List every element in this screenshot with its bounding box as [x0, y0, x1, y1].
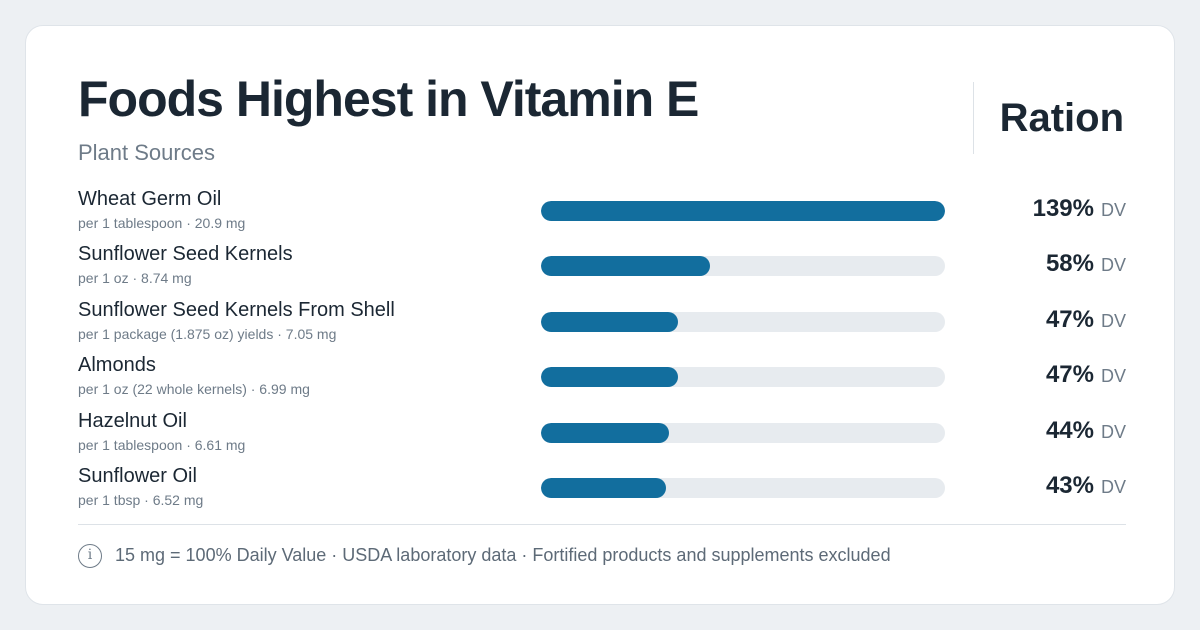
value-label: 44% DV: [1046, 417, 1126, 445]
brand-logo: Ration: [999, 96, 1124, 140]
brand-divider: [973, 82, 974, 154]
bar-row: Sunflower Seed Kernels From Shell per 1 p…: [78, 296, 1126, 351]
serving-label: per 1 tablespoon · 20.9 mg: [78, 215, 246, 231]
serving-label: per 1 oz · 8.74 mg: [78, 270, 192, 287]
food-name-label: Sunflower Seed Kernels: [78, 243, 293, 266]
bar: [541, 367, 678, 388]
bar-track: [541, 367, 945, 388]
chart-title: Foods Highest in Vitamin E: [78, 71, 699, 127]
value-unit: DV: [1100, 421, 1126, 442]
bar-row: Hazelnut Oil per 1 tablespoon · 6.61 mg 44…: [78, 407, 1126, 462]
food-name-label: Almonds: [78, 354, 156, 377]
value-label: 43% DV: [1046, 472, 1126, 500]
serving-label: per 1 tablespoon · 6.61 mg: [78, 436, 246, 453]
food-name-label: Sunflower Oil: [78, 464, 197, 487]
bar-row: Wheat Germ Oil per 1 tablespoon · 20.9 mg…: [78, 185, 1126, 240]
bar-row: Sunflower Oil per 1 tbsp · 6.52 mg 43% DV: [78, 462, 1126, 517]
chart-card: Foods Highest in Vitamin E Plant Sources…: [25, 25, 1175, 605]
bar-row: Almonds per 1 oz (22 whole kernels) · 6.9…: [78, 351, 1126, 406]
bar: [541, 422, 669, 443]
bar-track: [541, 256, 945, 277]
value-unit: DV: [1100, 310, 1126, 331]
value-label: 47% DV: [1046, 306, 1126, 334]
bar: [541, 256, 710, 277]
bar-rows: Wheat Germ Oil per 1 tablespoon · 20.9 mg…: [78, 185, 1126, 517]
bar-track: [541, 477, 945, 498]
value-percent: 47%: [1045, 361, 1094, 389]
food-name-label: Wheat Germ Oil: [78, 188, 222, 210]
value-unit: DV: [1100, 366, 1126, 387]
value-percent: 139%: [1032, 195, 1094, 222]
serving-label: per 1 package (1.875 oz) yields · 7.05 m…: [78, 325, 337, 342]
value-percent: 44%: [1045, 416, 1094, 444]
serving-label: per 1 oz (22 whole kernels) · 6.99 mg: [78, 381, 310, 398]
bar-track: [541, 311, 945, 332]
food-name-label: Hazelnut Oil: [78, 409, 187, 432]
footer-divider: [78, 524, 1126, 525]
bar: [541, 477, 666, 498]
value-label: 47% DV: [1046, 361, 1126, 389]
bar: [541, 201, 945, 221]
value-label: 58% DV: [1046, 250, 1126, 278]
footnote: 15 mg = 100% Daily Value · USDA laborato…: [115, 545, 891, 565]
value-unit: DV: [1100, 200, 1126, 220]
bar-track: [541, 422, 945, 443]
value-label: 139% DV: [1033, 195, 1126, 223]
value-percent: 58%: [1045, 250, 1094, 278]
bar-row: Sunflower Seed Kernels per 1 oz · 8.74 mg…: [78, 240, 1126, 295]
value-percent: 43%: [1045, 471, 1094, 499]
info-icon: i: [78, 544, 102, 568]
value-unit: DV: [1100, 476, 1126, 497]
bar: [541, 311, 678, 332]
chart-subtitle: Plant Sources: [78, 140, 215, 165]
value-unit: DV: [1100, 255, 1126, 276]
value-percent: 47%: [1045, 305, 1094, 333]
food-name-label: Sunflower Seed Kernels From Shell: [78, 298, 395, 321]
bar-track: [541, 201, 945, 221]
serving-label: per 1 tbsp · 6.52 mg: [78, 491, 204, 508]
